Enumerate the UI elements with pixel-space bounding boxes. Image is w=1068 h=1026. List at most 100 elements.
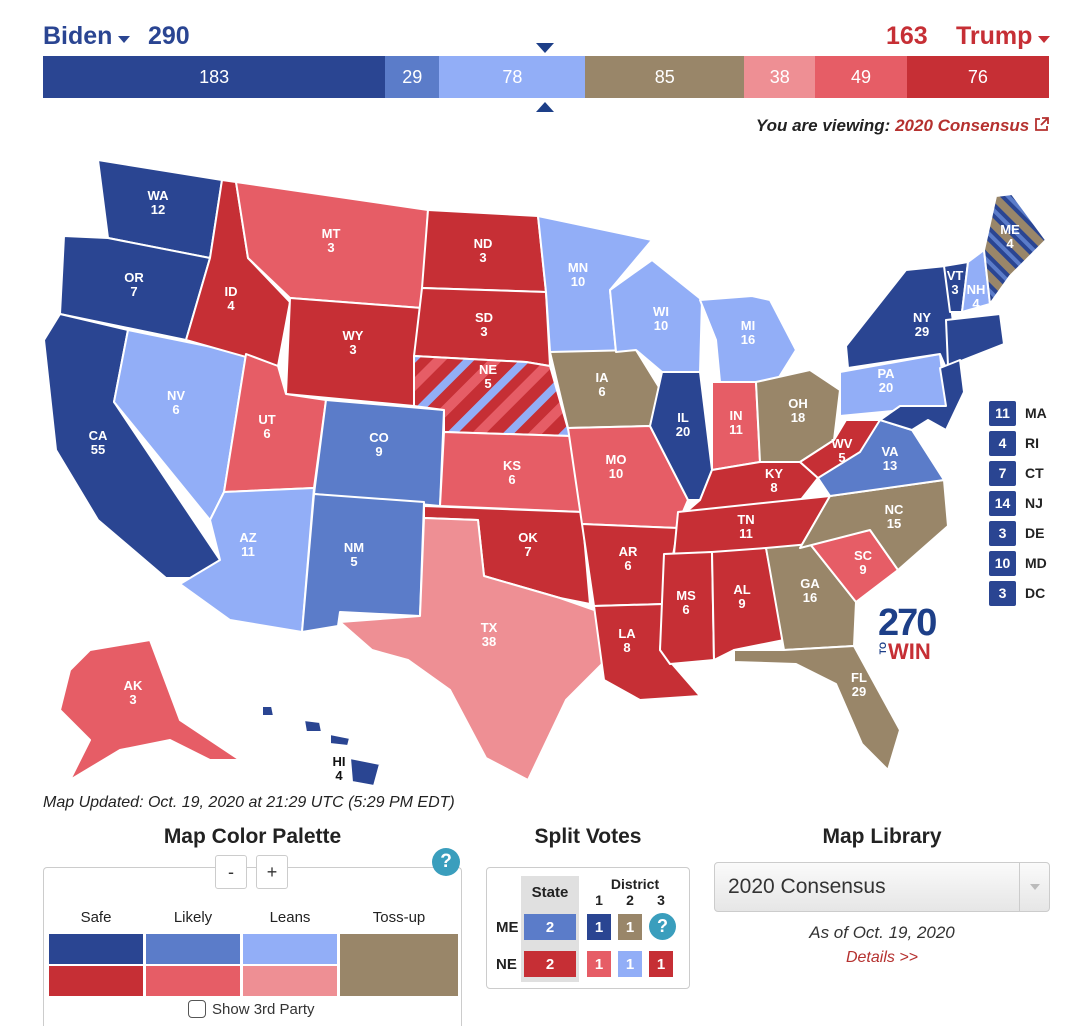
small-state-ev-md[interactable]: 10 (989, 550, 1016, 576)
state-label-sd: SD (475, 310, 493, 325)
state-ny[interactable] (845, 265, 957, 369)
map-updated-text: Map Updated: Oct. 19, 2020 at 21:29 UTC … (43, 794, 455, 811)
chevron-down-icon (1038, 36, 1051, 44)
state-ev-wa: 12 (151, 202, 165, 217)
biden-selector[interactable]: Biden (43, 22, 131, 51)
swatch-tossup[interactable] (340, 934, 458, 996)
bar-segment-3[interactable]: 85 (585, 56, 745, 98)
state-ia[interactable] (549, 349, 663, 429)
small-state-label-dc: DC (1025, 585, 1046, 601)
swatch-safe-rep[interactable] (49, 966, 143, 996)
me-district-2-box[interactable]: 1 (618, 914, 642, 940)
bar-segment-0[interactable]: 183 (43, 56, 386, 98)
state-label-ms: MS (676, 588, 696, 603)
small-state-ev-nj[interactable]: 14 (989, 490, 1016, 516)
state-label-ok: OK (518, 530, 538, 545)
state-nm[interactable] (301, 493, 425, 633)
state-label-pa: PA (877, 366, 895, 381)
state-label-hi: HI (333, 754, 346, 769)
chevron-down-icon (1019, 863, 1049, 911)
state-label-in: IN (730, 408, 743, 423)
palette-plus-button[interactable]: + (256, 855, 288, 889)
small-state-label-md: MD (1025, 555, 1047, 571)
small-state-row-dc[interactable]: 3 DC (989, 580, 1059, 606)
swatch-likely-rep[interactable] (146, 966, 240, 996)
small-state-ev-dc[interactable]: 3 (989, 580, 1016, 606)
bar-segment-2[interactable]: 78 (439, 56, 586, 98)
state-ev-sc: 9 (859, 562, 866, 577)
state-fl[interactable] (733, 645, 901, 771)
ne-district-2-box[interactable]: 1 (618, 951, 642, 977)
bar-segment-6[interactable]: 76 (906, 56, 1049, 98)
bar-segment-4[interactable]: 38 (744, 56, 816, 98)
state-mi[interactable] (699, 295, 797, 383)
state-hi[interactable] (261, 705, 381, 787)
third-party-option[interactable]: Show 3rd Party (188, 1000, 315, 1018)
state-ev-ar: 6 (624, 558, 631, 573)
small-state-ev-ri[interactable]: 4 (989, 430, 1016, 456)
state-label-wv: WV (832, 436, 853, 451)
state-ev-ut: 6 (263, 426, 270, 441)
trump-selector[interactable]: Trump (956, 22, 1051, 51)
state-ev-vt: 3 (951, 282, 958, 297)
state-label-ak: AK (124, 678, 143, 693)
help-icon[interactable]: ? (649, 913, 676, 940)
small-state-row-ct[interactable]: 7 CT (989, 460, 1059, 486)
small-state-ev-de[interactable]: 3 (989, 520, 1016, 546)
third-party-checkbox[interactable] (188, 1000, 206, 1018)
state-ak[interactable] (59, 639, 241, 781)
state-ev-ia: 6 (598, 384, 605, 399)
details-link[interactable]: Details >> (845, 949, 919, 966)
map-library-select[interactable]: 2020 Consensus (714, 862, 1050, 912)
state-ev-wi: 10 (654, 318, 668, 333)
me-district-1-box[interactable]: 1 (587, 914, 611, 940)
state-label-ia: IA (596, 370, 610, 385)
external-link-icon (1035, 117, 1049, 131)
state-ev-il: 20 (676, 424, 690, 439)
small-state-label-de: DE (1025, 525, 1045, 541)
state-ev-ks: 6 (508, 472, 515, 487)
state-ev-nm: 5 (350, 554, 357, 569)
bar-segment-5[interactable]: 49 (815, 56, 907, 98)
state-ev-ok: 7 (524, 544, 531, 559)
palette-minus-button[interactable]: - (215, 855, 247, 889)
map-as-of: As of Oct. 19, 2020 (809, 923, 955, 942)
state-northeast-corridor[interactable] (945, 313, 1005, 367)
state-me[interactable] (983, 193, 1047, 305)
state-ev-tn: 11 (739, 526, 753, 541)
state-label-mn: MN (568, 260, 588, 275)
small-state-ev-ct[interactable]: 7 (989, 460, 1016, 486)
viewing-map-link[interactable]: 2020 Consensus (895, 116, 1049, 135)
state-ev-ms: 6 (682, 602, 689, 617)
small-state-row-ri[interactable]: 4 RI (989, 430, 1059, 456)
small-state-row-de[interactable]: 3 DE (989, 520, 1059, 546)
state-label-fl: FL (851, 670, 867, 685)
me-statewide-box[interactable]: 2 (524, 914, 576, 940)
split-row-label-ne: NE (496, 956, 517, 973)
third-party-label: Show 3rd Party (212, 1000, 315, 1018)
swatch-likely-dem[interactable] (146, 934, 240, 964)
ne-district-3-box[interactable]: 1 (649, 951, 673, 977)
help-icon[interactable]: ? (432, 848, 460, 876)
swatch-leans-rep[interactable] (243, 966, 337, 996)
state-ev-ak: 3 (129, 692, 136, 707)
small-state-row-nj[interactable]: 14 NJ (989, 490, 1059, 516)
state-column-header: State (531, 884, 569, 901)
state-tx[interactable] (339, 517, 607, 781)
small-state-row-ma[interactable]: 11 MA (989, 400, 1059, 426)
ne-district-1-box[interactable]: 1 (587, 951, 611, 977)
logo-to: TO (878, 642, 888, 655)
swatch-safe-dem[interactable] (49, 934, 143, 964)
district-column-header: District (610, 876, 660, 892)
state-label-wy: WY (343, 328, 364, 343)
small-state-row-md[interactable]: 10 MD (989, 550, 1059, 576)
small-state-ev-ma[interactable]: 11 (989, 400, 1016, 426)
swatch-leans-dem[interactable] (243, 934, 337, 964)
state-ms[interactable] (659, 551, 715, 665)
ne-statewide-box[interactable]: 2 (524, 951, 576, 977)
state-al[interactable] (711, 547, 785, 661)
state-ev-mn: 10 (571, 274, 585, 289)
state-mid-atlantic[interactable] (879, 359, 965, 431)
state-label-nc: NC (885, 502, 904, 517)
bar-segment-1[interactable]: 29 (385, 56, 440, 98)
